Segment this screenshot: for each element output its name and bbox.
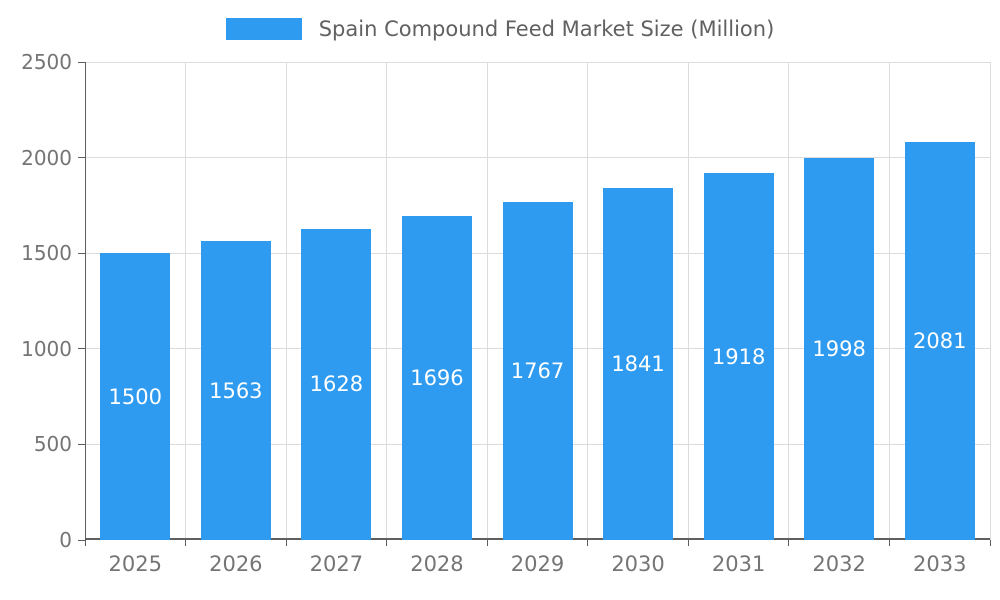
y-axis-line <box>85 62 86 540</box>
y-tick-mark <box>78 443 85 445</box>
gridline-vertical <box>185 62 187 540</box>
bar-2029[interactable] <box>503 202 573 540</box>
bar-2032[interactable] <box>804 158 874 540</box>
x-tick-mark <box>185 540 187 546</box>
y-tick-mark <box>78 348 85 350</box>
bar-2030[interactable] <box>603 188 673 540</box>
bar-2028[interactable] <box>402 216 472 540</box>
x-tick-mark <box>84 540 86 546</box>
x-tick-mark <box>386 540 388 546</box>
bar-value-label: 1767 <box>510 359 565 383</box>
y-tick-mark <box>78 157 85 159</box>
x-tick-label: 2032 <box>812 552 866 576</box>
bar-value-label: 1628 <box>309 372 364 396</box>
bar-value-label: 2081 <box>912 329 967 353</box>
x-tick-mark <box>989 540 991 546</box>
plot-area: 1500 1563 1628 1696 1767 1841 1918 1998 2081 <box>78 61 991 546</box>
x-tick-label: 2028 <box>410 552 464 576</box>
y-tick-mark <box>78 252 85 254</box>
bar-value-label: 1500 <box>108 385 162 409</box>
x-tick-label: 2029 <box>510 552 565 576</box>
y-tick-label: 2500 <box>21 50 72 74</box>
y-tick-label: 1500 <box>21 241 72 266</box>
bar-value-label: 1563 <box>209 379 263 403</box>
x-tick-label: 2027 <box>309 552 364 576</box>
y-axis-labels: 0 500 1000 1500 2000 2500 <box>0 50 72 552</box>
bar-value-label: 1998 <box>812 337 866 361</box>
gridline-vertical <box>285 62 287 540</box>
gridline-horizontal <box>85 61 990 63</box>
x-tick-mark <box>788 540 790 546</box>
gridline-vertical <box>788 62 790 540</box>
bar-value-label: 1841 <box>611 352 665 376</box>
gridline-vertical <box>486 62 488 540</box>
bar-2025[interactable] <box>100 253 170 540</box>
gridline-vertical <box>888 62 890 540</box>
x-tick-label: 2026 <box>209 552 263 576</box>
bar-2027[interactable] <box>301 229 371 540</box>
y-tick-label: 0 <box>59 528 72 552</box>
x-tick-mark <box>587 540 589 546</box>
x-tick-label: 2033 <box>912 552 967 576</box>
gridline-vertical <box>989 62 991 540</box>
bar-2033[interactable] <box>905 142 975 540</box>
bar-value-label: 1918 <box>711 345 766 369</box>
bar-2031[interactable] <box>704 173 774 540</box>
gridline-vertical <box>587 62 589 540</box>
gridline-horizontal <box>85 157 990 159</box>
x-axis-labels: 2025 2026 2027 2028 2029 2030 2031 2032 2033 <box>85 552 990 588</box>
x-tick-label: 2025 <box>108 552 162 576</box>
chart-legend[interactable]: Spain Compound Feed Market Size (Million… <box>0 17 1000 41</box>
y-tick-label: 500 <box>33 432 72 457</box>
x-tick-mark <box>687 540 689 546</box>
gridline-vertical <box>386 62 388 540</box>
x-tick-label: 2031 <box>711 552 766 576</box>
x-tick-mark <box>486 540 488 546</box>
bar-value-label: 1696 <box>410 366 464 390</box>
y-tick-label: 2000 <box>21 145 72 170</box>
bar-2026[interactable] <box>201 241 271 540</box>
y-tick-label: 1000 <box>21 336 72 361</box>
chart-title: Spain Compound Feed Market Size (Million… <box>318 17 775 41</box>
x-tick-mark <box>285 540 287 546</box>
y-tick-mark <box>78 61 85 63</box>
gridline-vertical <box>687 62 689 540</box>
x-tick-mark <box>888 540 890 546</box>
y-tick-mark <box>78 539 85 541</box>
legend-swatch <box>225 18 302 40</box>
x-tick-label: 2030 <box>611 552 665 576</box>
